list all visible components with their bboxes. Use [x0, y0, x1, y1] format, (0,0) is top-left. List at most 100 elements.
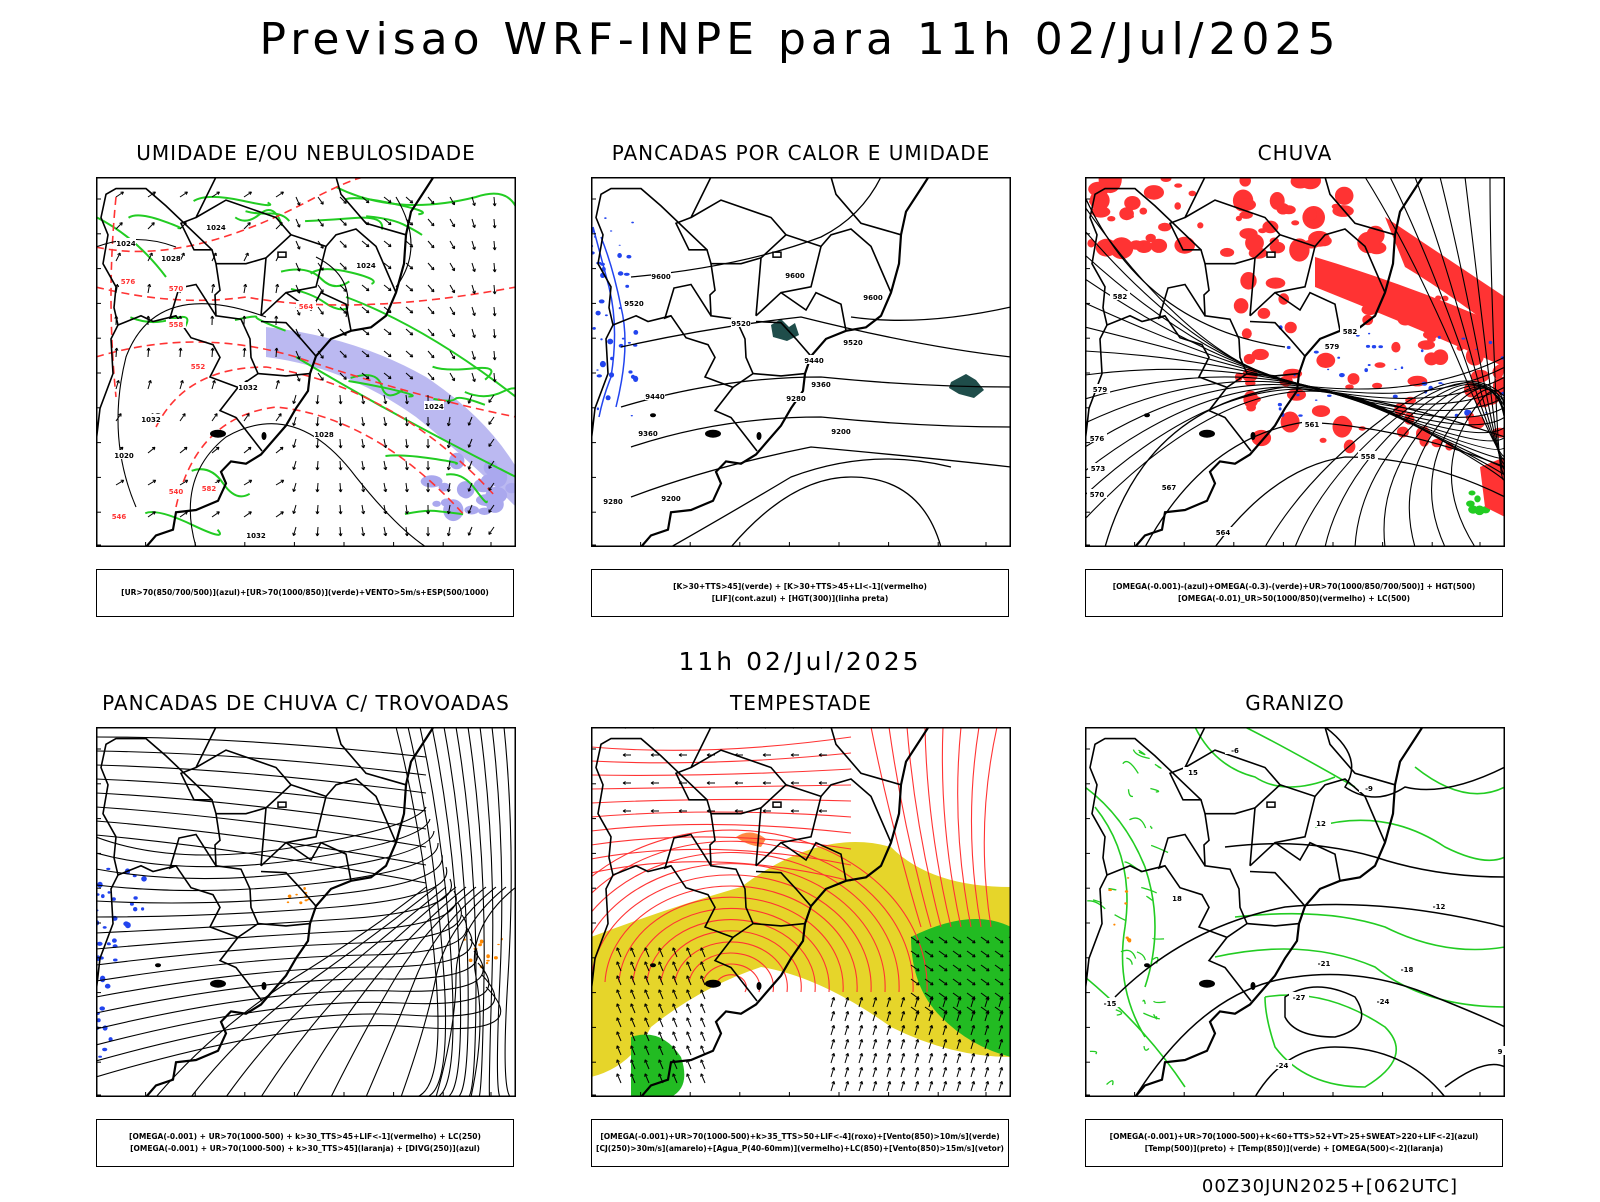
- wind-vector: [384, 329, 391, 335]
- omega500-orange-cell: [1126, 937, 1129, 939]
- unstable-orange-cell: [494, 956, 498, 959]
- contour-label: 558: [169, 321, 184, 329]
- rain-red-cell: [1266, 278, 1286, 289]
- lake: [1144, 413, 1150, 417]
- temp850-andes-line: [1090, 1051, 1097, 1054]
- omega500-orange-cell: [1125, 890, 1128, 892]
- divg-blue-cell: [108, 891, 111, 894]
- rain-red-cell: [1119, 207, 1134, 220]
- temp850-andes-line: [1126, 958, 1132, 965]
- temp850-andes-line: [1150, 826, 1151, 828]
- contour-label: 9600: [863, 294, 883, 302]
- lif-contours-cell: [604, 217, 607, 219]
- omega-blue-cell: [1327, 369, 1329, 371]
- wind-vector: [116, 223, 122, 229]
- wind-vector: [276, 447, 283, 453]
- contour-label: 552: [191, 363, 206, 371]
- streamline: [591, 837, 851, 849]
- rain-red-cell: [1158, 223, 1171, 232]
- lif-contours-cell: [618, 271, 624, 275]
- rain-red-cell: [1174, 183, 1182, 187]
- contour-label: 567: [1162, 484, 1177, 492]
- temp850-line: [1235, 914, 1505, 950]
- lif-contours-cell: [606, 395, 611, 400]
- omega-blue-cell: [1296, 394, 1299, 396]
- rain-red-cell: [1285, 322, 1297, 334]
- lif-lines-line: [593, 227, 615, 417]
- omega-blue-cell: [1364, 368, 1368, 372]
- lif-contours-cell: [610, 230, 612, 231]
- wind850-green: [631, 1035, 684, 1098]
- panel-legend: [OMEGA(-0.001)+UR>70(1000-500)+k<60+TTS>…: [1085, 1119, 1503, 1167]
- contour-label: 12: [1316, 820, 1326, 828]
- state-border: [1250, 872, 1305, 907]
- divg-blue-cell: [133, 907, 137, 911]
- divg-blue-cell: [141, 876, 147, 882]
- contour-label: -18: [1401, 966, 1414, 974]
- rain-red-cell: [1189, 191, 1197, 197]
- contour-label: 1024: [424, 403, 444, 411]
- wind-vector: [406, 197, 413, 203]
- rain-red-cell: [1391, 342, 1400, 353]
- temp850-andes-line: [1087, 901, 1105, 909]
- legend-line: [UR>70(850/700/500)](azul)+[UR>70(1000/8…: [121, 587, 489, 599]
- state-border: [1250, 785, 1315, 866]
- temp850-andes-line: [1153, 938, 1164, 939]
- temp500: [1115, 727, 1505, 1097]
- panel-title: PANCADAS DE CHUVA C/ TROVOADAS: [96, 691, 516, 715]
- legend-line: [OMEGA(-0.001)+UR>70(1000-500)+k<60+TTS>…: [1110, 1131, 1479, 1143]
- lake: [155, 963, 161, 967]
- unstable-orange-cell: [303, 887, 306, 890]
- omega-blue-cell: [1475, 349, 1477, 350]
- contour-label: 9600: [785, 272, 805, 280]
- wind-vector: [384, 351, 391, 357]
- contour-label: 1024: [206, 224, 226, 232]
- contour-label: 582: [202, 485, 217, 493]
- divg-blue-cell: [105, 984, 111, 989]
- streamline: [492, 727, 502, 1097]
- streamline: [96, 903, 461, 965]
- unstable-orange-cell: [305, 899, 308, 901]
- map-axes: 12S15S18S21S24S27S30S33S36S39S42S70W65W6…: [591, 178, 1010, 547]
- state-border: [286, 843, 351, 881]
- state-border: [1205, 258, 1255, 264]
- omega-blue-cell: [1372, 345, 1376, 348]
- wind-vector: [428, 263, 434, 270]
- lif-contours-cell: [596, 369, 598, 370]
- wind-vector: [428, 197, 434, 204]
- wind-vector: [428, 285, 434, 292]
- panel-legend: [OMEGA(-0.001)-(azul)+OMEGA(-0.3)-(verde…: [1085, 569, 1503, 617]
- unstable-orange-cell: [480, 940, 484, 944]
- state-border: [691, 200, 786, 235]
- lake: [650, 413, 656, 417]
- streamline: [408, 727, 446, 1097]
- map-axes: 12S15S18S21S24S27S30S33S36S39S42S70W65W6…: [1085, 728, 1504, 1097]
- legend-line: [Temp(500)](preto) + [Temp(850)](verde) …: [1145, 1143, 1443, 1155]
- contour-label: 1028: [161, 255, 181, 263]
- lif-contours-cell: [607, 339, 613, 345]
- hgt300-line: [631, 177, 881, 277]
- lif-contours-cell: [596, 311, 601, 316]
- omega-blue-cell: [1461, 338, 1465, 340]
- rain-red-cell: [1320, 438, 1327, 443]
- temp850-andes-line: [1154, 1001, 1166, 1002]
- omega-blue-cell: [1378, 345, 1383, 348]
- lif-contours-cell: [597, 374, 602, 377]
- rain-red-cell: [1258, 308, 1271, 319]
- contour-label: 9440: [804, 357, 824, 365]
- contour-label: 9520: [624, 300, 644, 308]
- omega-blue-cell: [1489, 341, 1493, 344]
- rh-lowlevel-line: [385, 455, 457, 463]
- temp850-andes-line: [1150, 788, 1158, 791]
- lake: [773, 802, 781, 807]
- contour-label: -24: [1377, 998, 1390, 1006]
- unstable-orange-cell: [486, 954, 490, 958]
- omega500-orange-cell: [1124, 902, 1127, 904]
- divg-blue-cell: [133, 896, 137, 899]
- lake: [705, 430, 721, 438]
- rain-red-cell: [1174, 202, 1181, 210]
- unstable-orange-cell: [478, 943, 482, 946]
- lif-contours-cell: [597, 407, 599, 410]
- divg-blue-cell: [102, 1048, 107, 1051]
